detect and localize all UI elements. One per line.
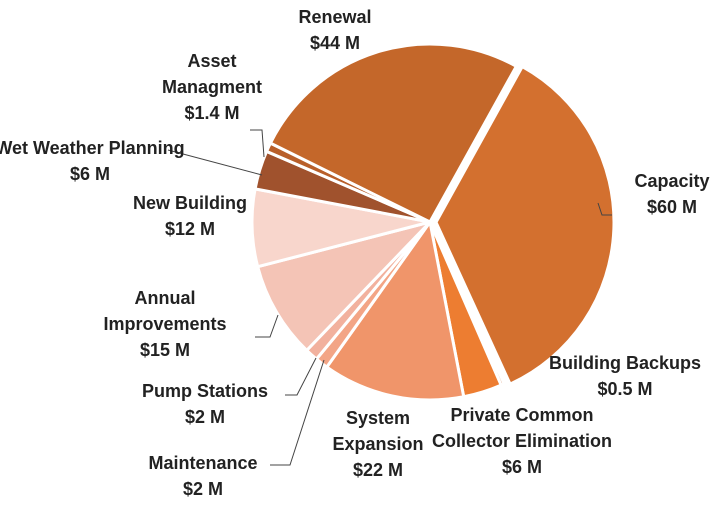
category-name: Maintenance bbox=[148, 453, 258, 473]
category-name: Capacity bbox=[634, 171, 710, 191]
slice-label: Renewal $44 M bbox=[270, 4, 400, 56]
value-label: $6 M bbox=[69, 164, 111, 184]
category-name: New Building bbox=[133, 193, 247, 213]
value-label: $0.5 M bbox=[597, 379, 653, 399]
leader-lines bbox=[167, 129, 612, 466]
pie-slice bbox=[324, 218, 466, 402]
category-name: Building Backups bbox=[548, 353, 701, 373]
leader-line bbox=[285, 357, 317, 396]
slice-label: Wet Weather Planning $6 M bbox=[0, 135, 185, 187]
value-label: $6 M bbox=[501, 457, 543, 477]
slice-label: Private Common Collector Elimination $6 M bbox=[417, 402, 627, 480]
pie-slice bbox=[268, 42, 519, 224]
slice-label: System Expansion $22 M bbox=[313, 405, 443, 483]
category-name: Private Common Collector Elimination bbox=[431, 405, 613, 451]
value-label: $22 M bbox=[352, 460, 404, 480]
category-name: Pump Stations bbox=[141, 381, 268, 401]
category-name: Asset Managment bbox=[161, 51, 262, 97]
slice-label: Maintenance $2 M bbox=[123, 450, 283, 502]
pie-slice bbox=[255, 219, 435, 353]
category-name: System Expansion bbox=[332, 408, 424, 454]
leader-line bbox=[255, 314, 279, 338]
slice-label: Capacity $60 M bbox=[612, 168, 727, 220]
leader-line bbox=[597, 202, 612, 216]
value-label: $15 M bbox=[139, 340, 191, 360]
leader-line bbox=[270, 359, 325, 466]
value-label: $2 M bbox=[184, 407, 226, 427]
slice-label: Asset Managment $1.4 M bbox=[142, 48, 282, 126]
slice-label: New Building $12 M bbox=[115, 190, 265, 242]
slice-label: Pump Stations $2 M bbox=[110, 378, 300, 430]
pie-slice bbox=[434, 64, 616, 387]
slice-label: Annual Improvements $15 M bbox=[80, 285, 250, 363]
value-label: $2 M bbox=[182, 479, 224, 499]
leader-line bbox=[167, 149, 263, 176]
category-name: Annual Improvements bbox=[103, 288, 227, 334]
value-label: $12 M bbox=[164, 219, 216, 239]
value-label: $60 M bbox=[646, 197, 698, 217]
value-label: $1.4 M bbox=[184, 103, 240, 123]
category-name: Renewal bbox=[298, 7, 372, 27]
leader-line bbox=[250, 129, 265, 158]
value-label: $44 M bbox=[309, 33, 361, 53]
category-name: Wet Weather Planning bbox=[0, 138, 185, 158]
slice-label: Building Backups $0.5 M bbox=[525, 350, 725, 402]
